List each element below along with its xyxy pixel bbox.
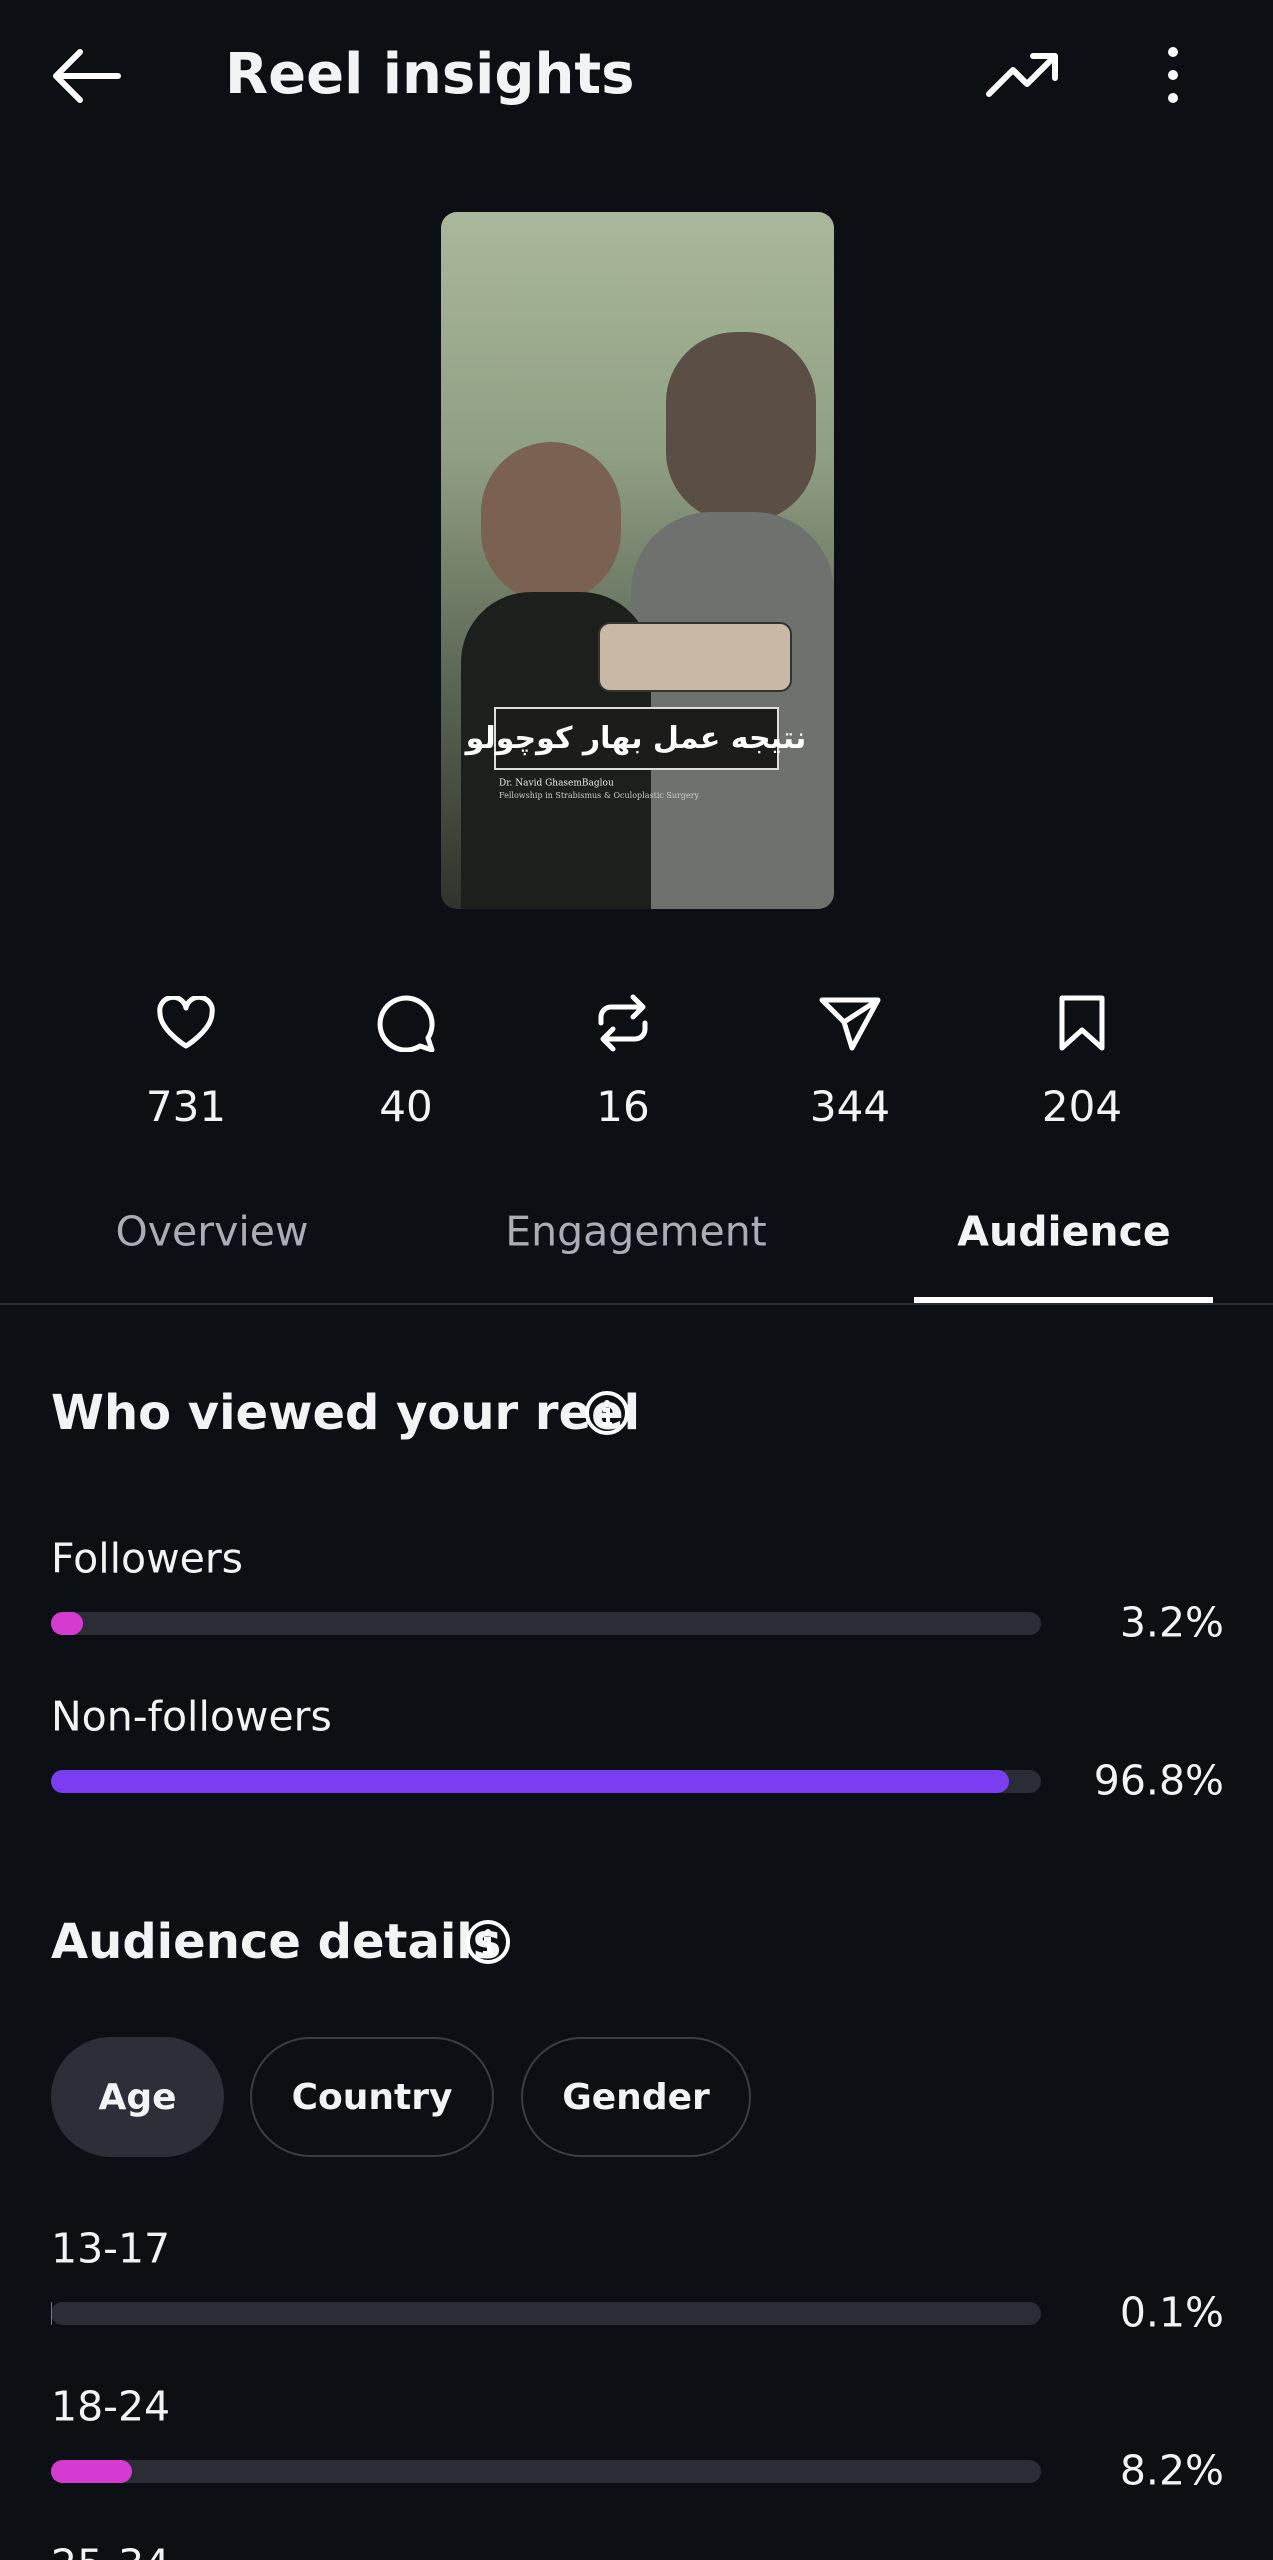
row-label: 13-17 [51,2224,171,2273]
row-label: 18-24 [51,2382,171,2431]
reposts-count: 16 [596,1082,650,1131]
comments-count: 40 [379,1082,433,1131]
bar-track [51,1612,1041,1635]
bar [51,2460,133,2483]
section-title: Who viewed your reel [51,1385,641,1441]
thumbnail-credit: Dr. Navid GhasemBaglou [499,778,614,789]
percent-label: 3.2% [1119,1598,1224,1647]
row-label: Non-followers [51,1692,332,1741]
saves-icon [1059,995,1105,1051]
thumbnail-caption: نتیجه عمل بهار کوچولو [465,721,807,756]
more-button[interactable] [1160,46,1186,104]
tab[interactable]: Overview [115,1207,309,1256]
percent-label: 96.8% [1093,1756,1224,1805]
likes-count: 731 [145,1082,227,1131]
bar [51,1612,83,1635]
info-button[interactable] [583,1389,631,1437]
tab-active[interactable]: Audience [957,1207,1171,1256]
percent-label: 8.2% [1119,2446,1224,2495]
row-label: Followers [51,1534,244,1583]
shares-count: 344 [809,1082,891,1131]
row-label: 25-34 [51,2544,170,2560]
reel-thumbnail[interactable]: نتیجه عمل بهار کوچولو Dr. Navid GhasemBa… [441,212,834,909]
filter-chip[interactable]: Gender [521,2037,751,2157]
comments-icon [377,995,435,1052]
trends-button[interactable] [985,50,1061,100]
reposts-icon [598,994,648,1052]
info-button[interactable] [464,1918,512,1966]
section-title: Audience details [51,1914,502,1970]
shares-icon [819,997,881,1051]
saves-count: 204 [1041,1082,1123,1131]
bar-track [51,2302,1041,2325]
bar [51,2302,52,2325]
tab[interactable]: Engagement [505,1207,767,1256]
back-button[interactable] [50,48,122,104]
divider [0,1303,1273,1305]
bar-track [51,2460,1041,2483]
likes-icon [157,996,215,1049]
filter-chip-active[interactable]: Age [51,2037,224,2157]
tab-indicator [914,1297,1213,1303]
thumbnail-subcredit: Fellowship in Strabismus & Oculoplastic … [499,791,700,800]
filter-chip[interactable]: Country [250,2037,494,2157]
page-title: Reel insights [225,42,635,107]
bar [51,1770,1010,1793]
percent-label: 0.1% [1119,2288,1224,2337]
